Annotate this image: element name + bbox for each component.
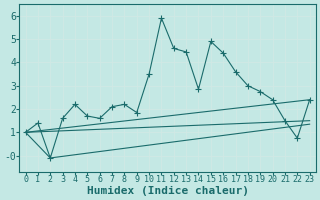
X-axis label: Humidex (Indice chaleur): Humidex (Indice chaleur) — [87, 186, 249, 196]
